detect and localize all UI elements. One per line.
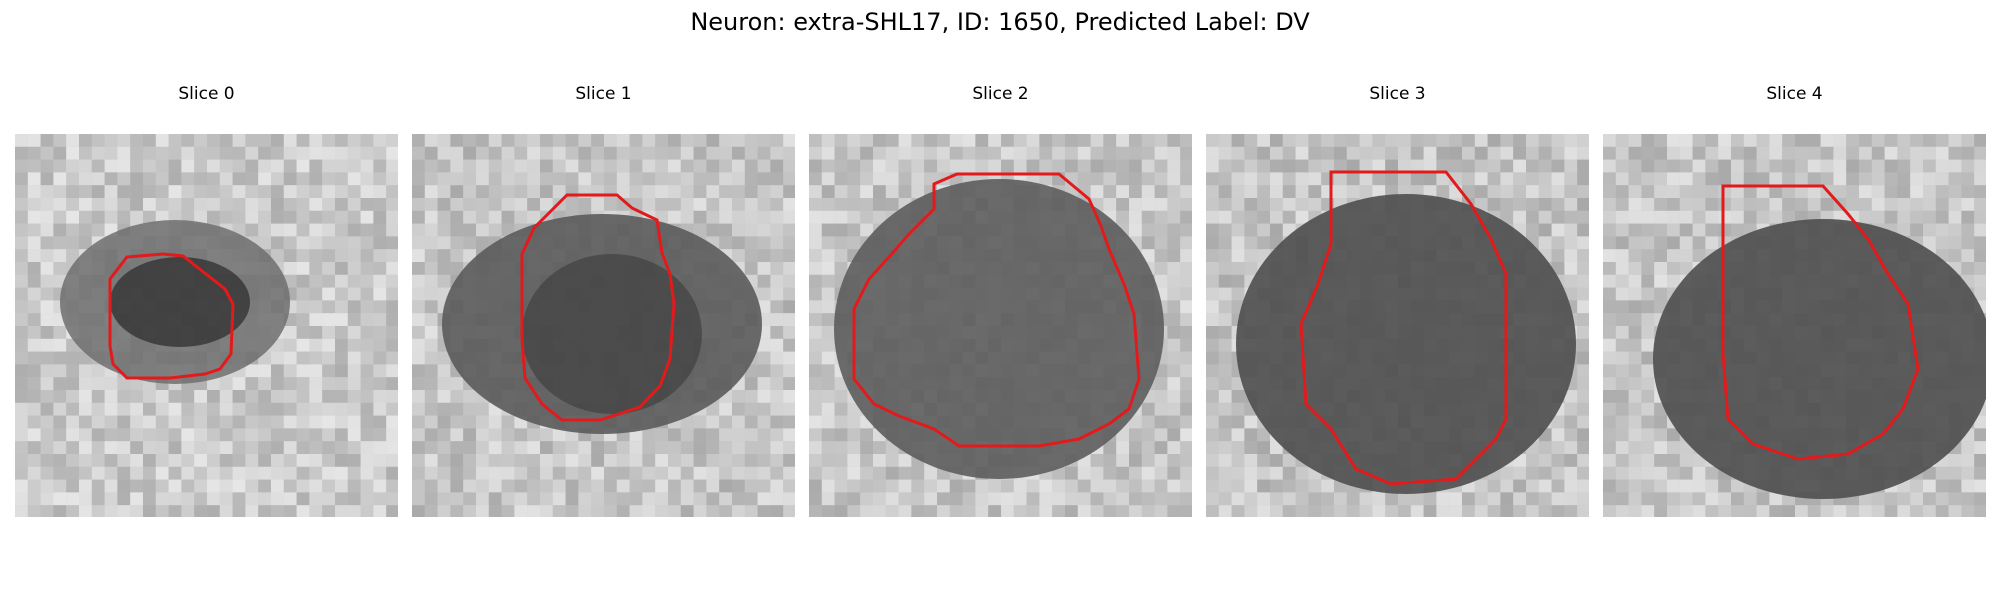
slice-image — [15, 134, 398, 517]
slice-title: Slice 4 — [1766, 84, 1823, 104]
slice-title: Slice 1 — [575, 84, 632, 104]
slice-image — [412, 134, 795, 517]
slice-image — [1603, 134, 1986, 517]
slice-title: Slice 2 — [972, 84, 1029, 104]
segmentation-contour — [1299, 170, 1508, 486]
slice-title: Slice 3 — [1369, 84, 1426, 104]
segmentation-contour — [852, 172, 1141, 448]
figure-title: Neuron: extra-SHL17, ID: 1650, Predicted… — [690, 8, 1310, 36]
segmentation-contour — [108, 252, 235, 380]
slice-image — [809, 134, 1192, 517]
segmentation-contour — [1721, 184, 1920, 461]
slice-image — [1206, 134, 1589, 517]
segmentation-contour — [520, 193, 676, 422]
slice-image-svg — [15, 134, 398, 517]
slice-title: Slice 0 — [178, 84, 235, 104]
